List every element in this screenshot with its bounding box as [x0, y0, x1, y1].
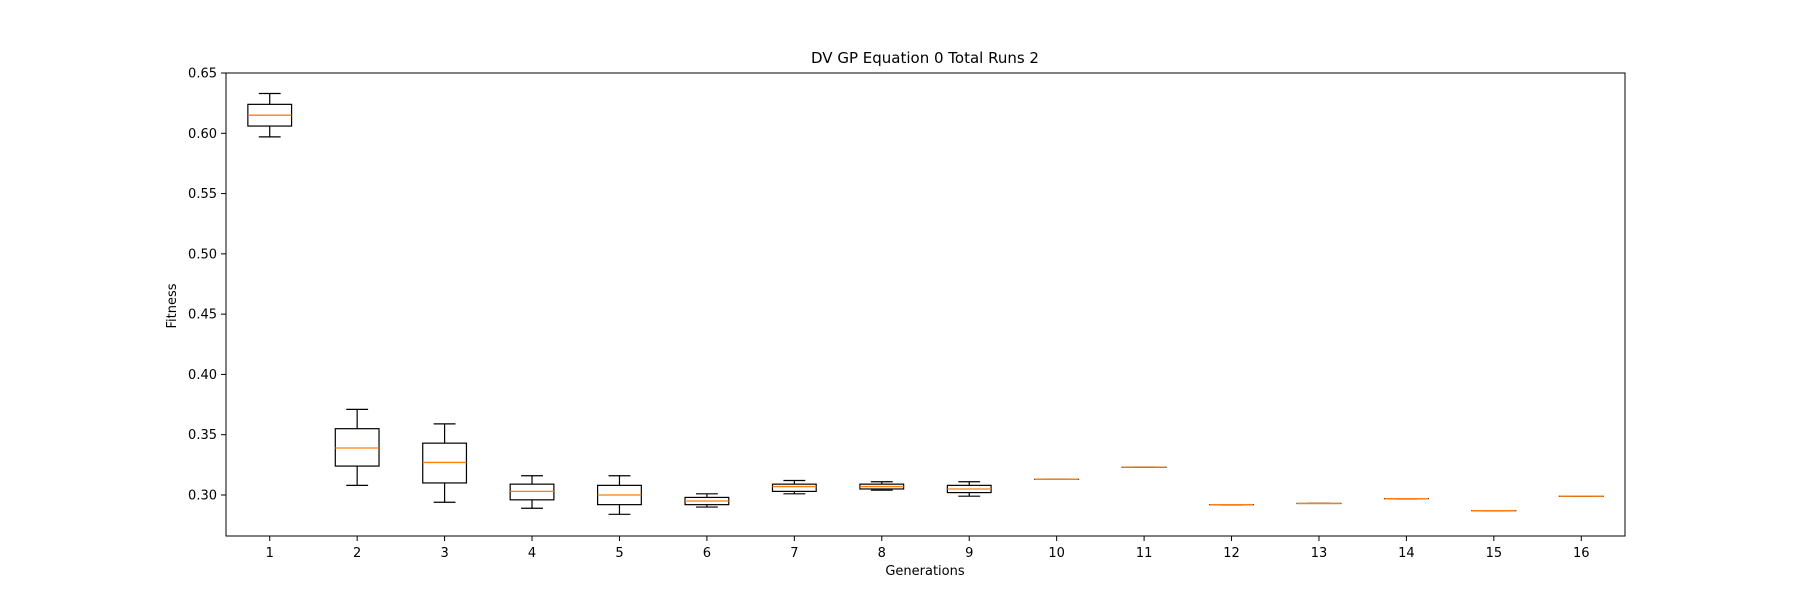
- x-tick-label: 3: [440, 546, 448, 561]
- x-tick-label: 10: [1048, 546, 1065, 561]
- plot-frame: [225, 72, 1626, 537]
- x-tick-label: 12: [1223, 546, 1240, 561]
- box-group: [946, 481, 992, 497]
- y-tick-label: 0.50: [188, 247, 217, 262]
- box-group: [684, 493, 730, 508]
- y-tick-label: 0.65: [188, 67, 217, 82]
- x-tick-label: 5: [615, 546, 623, 561]
- x-axis: 1 2 3 4 5 6 7 8 9 10 11 12 13 14 15 16: [266, 536, 1590, 561]
- x-tick-label: 14: [1398, 546, 1415, 561]
- box-group: [597, 475, 642, 515]
- y-tick-label: 0.35: [188, 428, 217, 443]
- x-tick-label: 16: [1573, 546, 1590, 561]
- box-group: [771, 479, 817, 495]
- x-tick-label: 6: [703, 546, 711, 561]
- box-group: [247, 92, 293, 138]
- x-tick-label: 13: [1311, 546, 1328, 561]
- box-group: [509, 475, 555, 509]
- y-tick-label: 0.55: [188, 187, 217, 202]
- box-group: [859, 481, 905, 491]
- y-tick-label: 0.45: [188, 308, 217, 323]
- x-tick-label: 4: [528, 546, 536, 561]
- box-group: [334, 408, 380, 486]
- x-tick-label: 2: [353, 546, 361, 561]
- box-group: [422, 423, 468, 503]
- plot-marks: [247, 92, 1604, 515]
- x-axis-label: Generations: [885, 564, 965, 579]
- x-tick-label: 1: [266, 546, 274, 561]
- y-tick-label: 0.60: [188, 127, 217, 142]
- y-tick-label: 0.30: [188, 489, 217, 504]
- x-tick-label: 7: [790, 546, 798, 561]
- x-tick-label: 8: [878, 546, 886, 561]
- chart-title: DV GP Equation 0 Total Runs 2: [811, 49, 1039, 67]
- x-tick-label: 9: [965, 546, 973, 561]
- box: [771, 483, 817, 492]
- y-axis: 0.30 0.35 0.40 0.45 0.50 0.55 0.60 0.65: [188, 67, 226, 504]
- x-tick-label: 15: [1486, 546, 1503, 561]
- x-tick-label: 11: [1136, 546, 1153, 561]
- y-axis-label: Fitness: [165, 283, 180, 328]
- y-tick-label: 0.40: [188, 368, 217, 383]
